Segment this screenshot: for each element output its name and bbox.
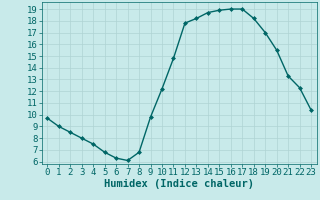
X-axis label: Humidex (Indice chaleur): Humidex (Indice chaleur) xyxy=(104,179,254,189)
